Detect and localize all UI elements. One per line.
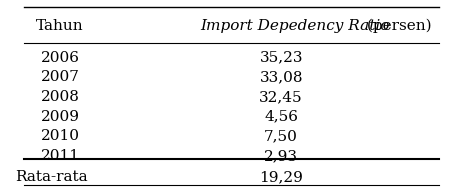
Text: 32,45: 32,45 <box>259 90 303 104</box>
Text: 19,29: 19,29 <box>259 170 303 184</box>
Text: 2006: 2006 <box>40 51 79 65</box>
Text: 2,93: 2,93 <box>264 149 298 163</box>
Text: Rata-rata: Rata-rata <box>15 170 87 184</box>
Text: 2011: 2011 <box>40 149 79 163</box>
Text: 2009: 2009 <box>40 109 79 124</box>
Text: 35,23: 35,23 <box>259 51 303 65</box>
Text: 4,56: 4,56 <box>264 109 298 124</box>
Text: 2010: 2010 <box>40 129 79 143</box>
Text: 2007: 2007 <box>40 70 79 84</box>
Text: 33,08: 33,08 <box>259 70 303 84</box>
Text: Tahun: Tahun <box>36 19 84 33</box>
Text: 2008: 2008 <box>40 90 79 104</box>
Text: (persen): (persen) <box>362 19 432 33</box>
Text: Import Depedency Ratio: Import Depedency Ratio <box>200 19 389 33</box>
Text: 7,50: 7,50 <box>264 129 298 143</box>
